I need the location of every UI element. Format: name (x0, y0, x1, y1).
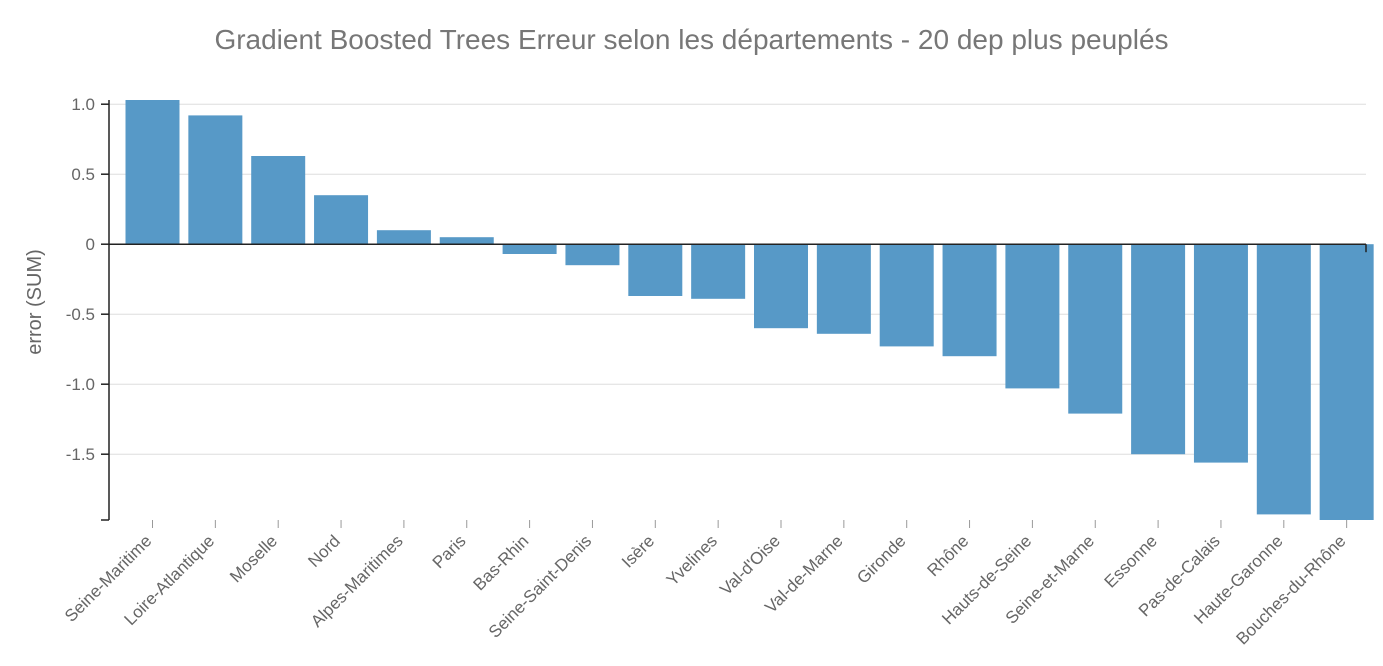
y-tick-label: -1.5 (66, 445, 95, 464)
y-axis-label: error (SUM) (24, 249, 46, 355)
y-tick-label: 0.5 (71, 165, 95, 184)
x-tick-label: Isère (618, 531, 658, 571)
x-tick-label: Paris (429, 531, 470, 572)
bar[interactable] (565, 244, 620, 266)
bar[interactable] (754, 244, 808, 329)
y-tick-label: -1.0 (66, 375, 95, 394)
bar[interactable] (628, 244, 683, 296)
x-tick-label: Essonne (1101, 531, 1161, 591)
x-tick-label: Yvelines (663, 531, 721, 589)
y-tick-label: 1.0 (71, 95, 95, 114)
bar[interactable] (816, 244, 871, 334)
x-tick-label: Nord (304, 531, 343, 570)
bar[interactable] (376, 230, 431, 245)
bar[interactable] (1319, 244, 1374, 520)
x-tick-label: Val-d'Oise (716, 531, 784, 599)
axis-layer (101, 100, 1367, 528)
bar[interactable] (251, 156, 306, 245)
bar[interactable] (1005, 244, 1060, 389)
bar[interactable] (1193, 244, 1248, 463)
chart-title: Gradient Boosted Trees Erreur selon les … (214, 24, 1169, 55)
x-tick-label: Bouches-du-Rhône (1232, 531, 1349, 648)
bar[interactable] (188, 115, 243, 245)
bar[interactable] (691, 244, 746, 299)
bar[interactable] (314, 195, 369, 245)
x-tick-label: Gironde (853, 531, 909, 587)
bar[interactable] (1068, 244, 1123, 414)
bar[interactable] (1256, 244, 1311, 515)
x-tick-label: Rhône (924, 531, 973, 580)
y-tick-label: -0.5 (66, 305, 95, 324)
x-tick-label: Bas-Rhin (470, 531, 533, 594)
bar[interactable] (879, 244, 934, 347)
y-tick-label: 0 (86, 235, 95, 254)
bar[interactable] (502, 244, 557, 254)
bar[interactable] (125, 100, 180, 245)
bar[interactable] (942, 244, 997, 357)
bar[interactable] (1131, 244, 1186, 455)
x-tick-label: Moselle (226, 531, 281, 586)
bar[interactable] (439, 237, 494, 245)
bars-layer (125, 100, 1374, 520)
